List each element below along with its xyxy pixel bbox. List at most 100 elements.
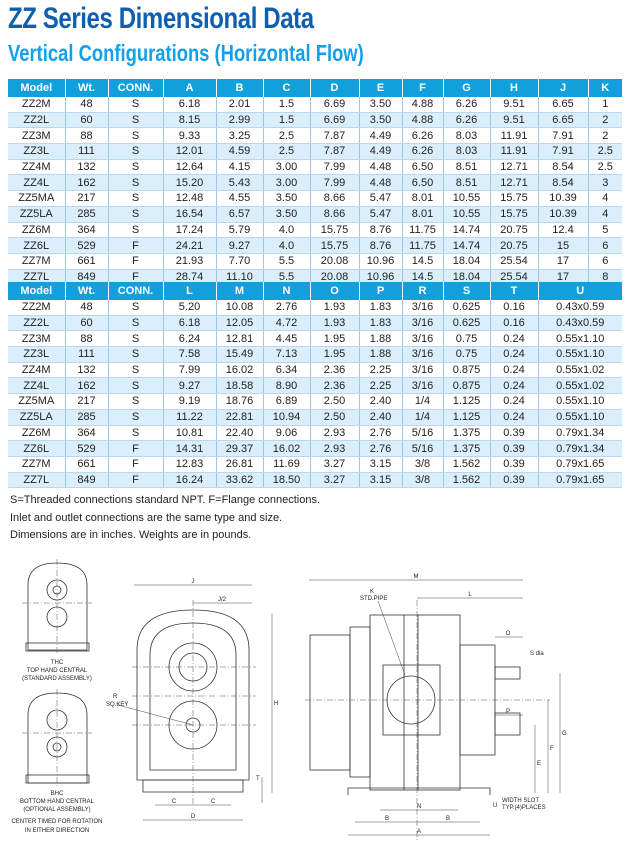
table-cell: S <box>108 425 164 442</box>
table-cell: 0.55x1.10 <box>538 346 622 363</box>
table-row: ZZ7L 849 F 28.74 11.10 5.5 20.08 10.96 14.5 18.04… <box>8 269 622 286</box>
table-cell: 285 <box>65 409 109 426</box>
table-cell: 217 <box>65 190 109 207</box>
table-cell: 661 <box>65 456 109 473</box>
table-cell: 2.40 <box>359 409 403 426</box>
table-cell: 6.26 <box>402 143 444 160</box>
table-cell: 5.47 <box>359 206 403 223</box>
table-row: ZZ4M 132 S 7.99 16.02 6.34 2.36 2.25 3/16 0.875 0.… <box>8 362 622 379</box>
table-cell: 8.54 <box>538 159 589 176</box>
table-cell: 16.02 <box>263 440 311 457</box>
table-cell: 1.83 <box>359 315 403 332</box>
table-cell: ZZ2M <box>8 97 66 113</box>
table-cell: 5/16 <box>402 440 444 457</box>
table-cell: S <box>108 112 164 129</box>
table-cell: ZZ3L <box>8 143 66 160</box>
svg-text:SQ.KEY: SQ.KEY <box>106 702 128 708</box>
svg-text:J: J <box>192 579 195 585</box>
table-cell: 60 <box>65 315 109 332</box>
table-cell: 14.5 <box>402 253 444 270</box>
table-cell: 22.40 <box>216 425 264 442</box>
table-cell: 2.5 <box>588 143 622 160</box>
table-row: ZZ5LA 285 S 11.22 22.81 10.94 2.50 2.40 1/4 1.125… <box>8 409 622 426</box>
table-cell: 4.49 <box>359 143 403 160</box>
table-cell: 3/16 <box>402 377 444 395</box>
table-cell: 60 <box>65 112 109 129</box>
table-cell: 6.34 <box>263 362 311 379</box>
table-cell: 7.13 <box>263 346 311 363</box>
svg-text:G: G <box>562 731 567 737</box>
column-header: S <box>443 282 491 300</box>
table-row: ZZ3M 88 S 6.24 12.81 4.45 1.95 1.88 3/16 0.75 0.24… <box>8 330 622 348</box>
table-cell: 10.55 <box>443 190 491 207</box>
table-cell: 3.25 <box>216 127 264 145</box>
table-cell: 285 <box>65 206 109 223</box>
table-cell: 2.5 <box>263 143 311 160</box>
svg-text:TOP HAND CENTRAL: TOP HAND CENTRAL <box>27 668 88 674</box>
table-cell: 4.88 <box>402 97 444 113</box>
table-cell: 1.93 <box>310 315 360 332</box>
table-cell: 8.15 <box>163 112 217 129</box>
table-cell: 0.24 <box>490 330 539 348</box>
table-cell: 12.71 <box>490 174 539 192</box>
table-cell: 0.55x1.02 <box>538 362 622 379</box>
table-cell: 8.66 <box>310 206 360 223</box>
table-cell: 5 <box>588 222 622 239</box>
column-header: C <box>263 79 311 97</box>
table-cell: 3/8 <box>402 456 444 473</box>
table-cell: ZZ2L <box>8 112 66 129</box>
table-row: ZZ2L 60 S 8.15 2.99 1.5 6.69 3.50 4.88 6.26 9.51 6.… <box>8 112 622 129</box>
column-header: A <box>163 79 217 97</box>
table-cell: 11.91 <box>490 127 539 145</box>
table-cell: 3.15 <box>359 472 403 489</box>
table-cell: 8.01 <box>402 190 444 207</box>
table-cell: 1 <box>588 97 622 113</box>
table-cell: 4.55 <box>216 190 264 207</box>
table-cell: S <box>108 393 164 410</box>
table-row: ZZ5MA 217 S 12.48 4.55 3.50 8.66 5.47 8.01 10.55 1… <box>8 190 622 207</box>
table-row: ZZ6M 364 S 10.81 22.40 9.06 2.93 2.76 5/16 1.375 0… <box>8 425 622 442</box>
table-cell: 9.06 <box>263 425 311 442</box>
table-cell: 20.75 <box>490 222 539 239</box>
table-cell: S <box>108 206 164 223</box>
table-cell: ZZ4M <box>8 159 66 176</box>
table-cell: 8.90 <box>263 377 311 395</box>
table-cell: 14.5 <box>402 269 444 286</box>
table-cell: 88 <box>65 127 109 145</box>
table-cell: 111 <box>65 143 109 160</box>
table-cell: 5.5 <box>263 269 311 286</box>
table-cell: 12.71 <box>490 159 539 176</box>
table-cell: 16.02 <box>216 362 264 379</box>
table-row: ZZ4M 132 S 12.64 4.15 3.00 7.99 4.48 6.50 8.51 12.… <box>8 159 622 176</box>
table-cell: 2.93 <box>310 440 360 457</box>
table-cell: 14.31 <box>163 440 217 457</box>
note-connections: S=Threaded connections standard NPT. F=F… <box>10 494 321 506</box>
table-cell: S <box>108 315 164 332</box>
table-cell: 0.43x0.59 <box>538 300 622 316</box>
svg-text:L: L <box>468 592 472 598</box>
table-cell: 5.5 <box>263 253 311 270</box>
table-cell: 4 <box>588 206 622 223</box>
table-cell: ZZ7M <box>8 253 66 270</box>
table-cell: 1/4 <box>402 409 444 426</box>
table-cell: 0.75 <box>443 346 491 363</box>
table-cell: 17 <box>538 253 589 270</box>
table-cell: S <box>108 300 164 316</box>
table-cell: 0.79x1.65 <box>538 456 622 473</box>
svg-text:M: M <box>414 574 419 580</box>
table-cell: 0.39 <box>490 425 539 442</box>
table-cell: S <box>108 330 164 348</box>
table-cell: S <box>108 377 164 395</box>
page-title: ZZ Series Dimensional Data <box>8 2 314 35</box>
table-cell: 3.15 <box>359 456 403 473</box>
svg-text:R: R <box>113 694 118 700</box>
note-inlet-outlet: Inlet and outlet connections are the sam… <box>10 511 283 524</box>
svg-text:A: A <box>417 829 421 835</box>
table-cell: 10.81 <box>163 425 217 442</box>
table-cell: 0.24 <box>490 409 539 426</box>
table-row: ZZ7L 849 F 16.24 33.62 18.50 3.27 3.15 3/8 1.562 0… <box>8 472 622 489</box>
table-cell: F <box>108 472 164 489</box>
table-cell: 4.72 <box>263 315 311 332</box>
table-cell: 5/16 <box>402 425 444 442</box>
table-cell: 10.96 <box>359 253 403 270</box>
